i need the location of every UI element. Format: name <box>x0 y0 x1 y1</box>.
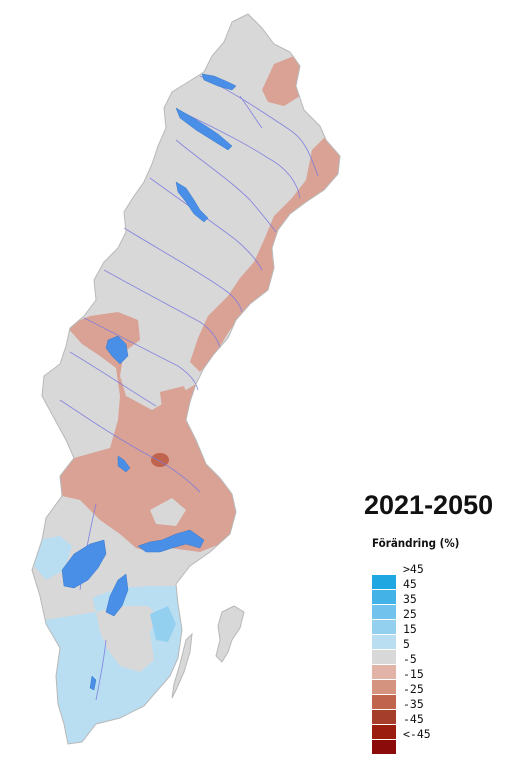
sweden-mainland <box>31 13 341 745</box>
decrease-zone-central <box>60 312 240 552</box>
lake-northwest <box>175 107 233 151</box>
period-title: 2021-2050 <box>364 490 494 520</box>
rivers <box>59 75 319 701</box>
legend-swatch <box>372 635 396 649</box>
legend-tick: <-45 <box>403 727 431 741</box>
legend-tick: 25 <box>403 607 417 621</box>
legend-tick: 45 <box>403 577 417 591</box>
legend-swatch <box>372 650 396 664</box>
legend-tick: 15 <box>403 622 417 636</box>
coastline <box>31 13 341 745</box>
strong-decrease-spot <box>151 453 169 467</box>
legend-swatch <box>372 710 396 724</box>
increase-patch-southeast <box>150 606 176 642</box>
legend-tick: 35 <box>403 592 417 606</box>
legend-swatch <box>372 725 396 739</box>
legend-swatch <box>372 605 396 619</box>
legend-swatch <box>372 680 396 694</box>
neutral-patch-southwest <box>40 582 96 620</box>
legend-swatch <box>372 575 396 589</box>
lake-tornetrask <box>201 73 237 91</box>
legend-swatch <box>372 695 396 709</box>
lake-vattern <box>105 573 129 617</box>
legend-tick: -45 <box>403 712 424 726</box>
lake-central-north <box>175 181 209 223</box>
legend-body: >45 45 35 25 15 5 -5 -15 -25 -35 -45 <-4… <box>372 553 492 754</box>
lake-storsjon <box>105 335 129 365</box>
legend-tick: 5 <box>403 637 410 651</box>
neutral-patch-central-east <box>160 386 190 414</box>
lake-malaren <box>137 529 205 553</box>
neutral-patch-south <box>96 606 158 672</box>
legend-title: Förändring (%) <box>372 536 460 550</box>
legend-swatch <box>372 665 396 679</box>
lake-vanern <box>61 539 107 589</box>
legend-tick: -15 <box>403 667 424 681</box>
legend-swatch <box>372 740 396 754</box>
decrease-zone-northeast-coast <box>190 136 340 372</box>
legend-swatch <box>372 620 396 634</box>
legend: Förändring (%) >45 45 35 25 15 5 -5 -15 … <box>372 536 492 754</box>
legend-tick: >45 <box>403 562 424 576</box>
lakes <box>61 73 237 691</box>
neutral-patch-central <box>150 498 186 526</box>
lake-siljan <box>117 455 131 473</box>
lake-small-south <box>89 675 97 691</box>
oland-island <box>171 632 193 699</box>
legend-tick: -5 <box>403 652 417 666</box>
legend-swatch <box>372 590 396 604</box>
gotland-island <box>215 605 245 663</box>
legend-tick: -35 <box>403 697 424 711</box>
legend-tick: -25 <box>403 682 424 696</box>
